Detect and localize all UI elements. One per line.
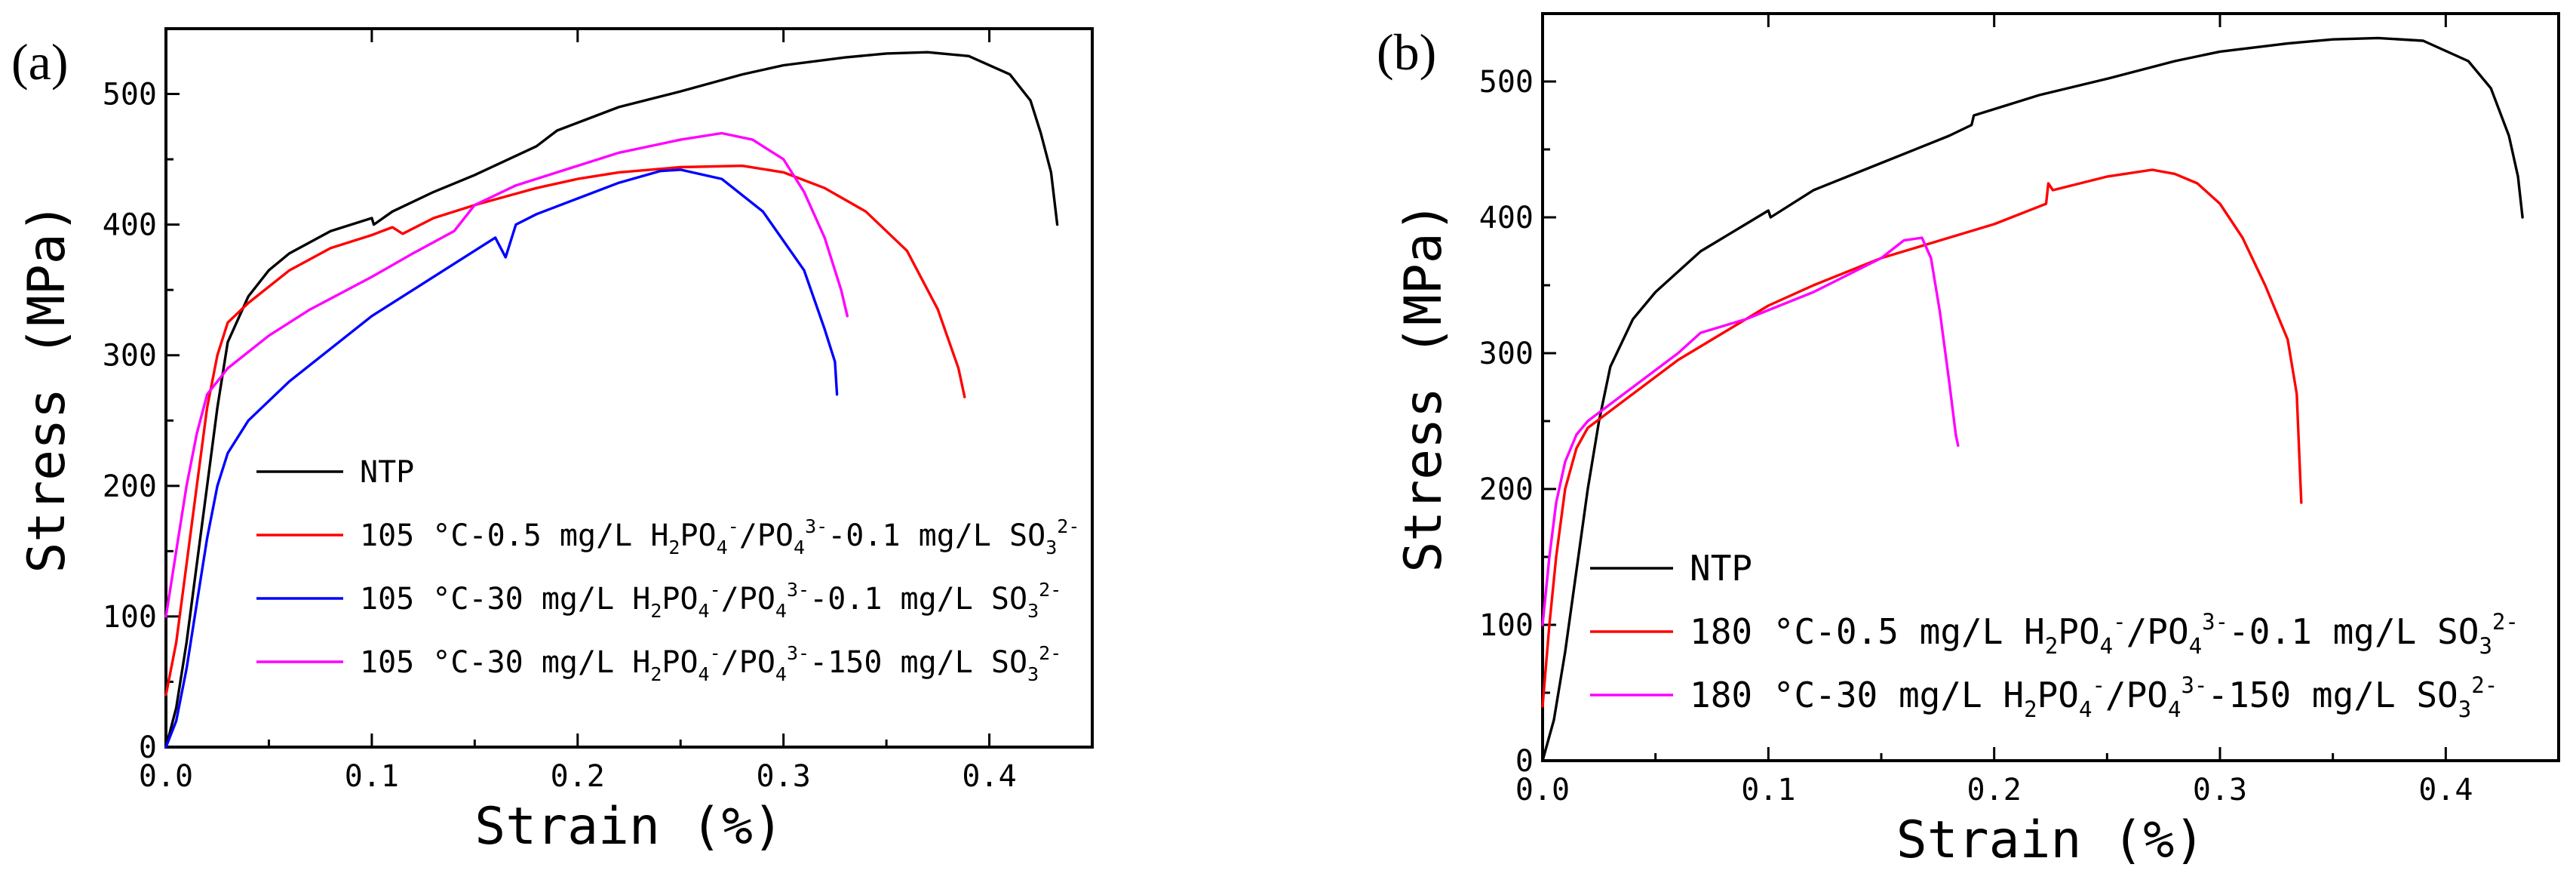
panel-a: 0.0 0.1 0.2 0.3 0.4 0 100 200 300 400 500 Strain (%… — [11, 27, 1094, 857]
x-tick-label: 0.1 — [1741, 773, 1795, 807]
series-line-1 — [164, 51, 1059, 749]
y-tick-label: 500 — [1479, 65, 1534, 100]
legend-label: 105 °C-30 mg/L H2​PO4​-​/PO4​3​-​-150 mg… — [360, 642, 1061, 685]
panel-b: 0.0 0.1 0.2 0.3 0.4 0 100 200 300 400 500 Strain (%… — [1377, 12, 2560, 870]
plot-frame — [164, 27, 1094, 749]
x-axis-title: Strain (%) — [474, 797, 783, 857]
y-tick-label: 0 — [1515, 744, 1534, 779]
x-tick-label: 0.4 — [2418, 773, 2473, 807]
plot-frame — [1541, 12, 2560, 762]
y-tick-label: 400 — [103, 208, 157, 243]
series-line-2 — [1541, 168, 2303, 708]
y-axis-title: Stress (MPa) — [1394, 201, 1454, 572]
legend-label: NTP — [1690, 548, 1752, 589]
y-tick-label: 0 — [139, 730, 157, 765]
series-line-3 — [1541, 236, 1960, 626]
legend: NTP 105 °C-0.5 mg/L H2​PO4​-​/PO4​3​-​-0.… — [256, 455, 1079, 685]
y-axis-title: Stress (MPa) — [17, 202, 77, 573]
legend-label: 105 °C-0.5 mg/L H2​PO4​-​/PO4​3​-​-0.1 m… — [360, 515, 1079, 558]
y-tick-label: 300 — [1479, 337, 1534, 371]
y-tick-label: 300 — [103, 339, 157, 374]
x-tick-label: 0.0 — [139, 759, 193, 794]
x-tick-label: 0.2 — [1967, 773, 2022, 807]
legend-label: 180 °C-30 mg/L H2​PO4​-​/PO4​3​-​-150 mg… — [1690, 672, 2498, 722]
legend-label: 105 °C-30 mg/L H2​PO4​-​/PO4​3​-​-0.1 mg… — [360, 579, 1061, 622]
y-tick-label: 200 — [103, 469, 157, 504]
y-tick-label: 100 — [1479, 608, 1534, 643]
x-tick-label: 0.3 — [757, 759, 811, 794]
x-tick-label: 0.0 — [1515, 773, 1570, 807]
series-line-3 — [164, 168, 839, 749]
y-tick-label: 200 — [1479, 472, 1534, 507]
panel-label: (b) — [1377, 23, 1436, 81]
x-axis-title: Strain (%) — [1896, 810, 2205, 870]
x-tick-label: 0.4 — [962, 759, 1016, 794]
legend-label: 180 °C-0.5 mg/L H2​PO4​-​/PO4​3​-​-0.1 m… — [1690, 609, 2519, 659]
y-tick-label: 100 — [103, 600, 157, 635]
x-tick-label: 0.1 — [345, 759, 399, 794]
legend-label: NTP — [360, 455, 414, 490]
y-tick-label: 500 — [103, 78, 157, 112]
series-line-4 — [164, 131, 849, 618]
legend: NTP 180 °C-0.5 mg/L H2​PO4​-​/PO4​3​-​-0.… — [1590, 548, 2519, 722]
x-tick-label: 0.2 — [551, 759, 605, 794]
series-line-1 — [1541, 36, 2524, 762]
panel-label: (a) — [11, 33, 68, 91]
x-tick-label: 0.3 — [2193, 773, 2247, 807]
y-tick-label: 400 — [1479, 201, 1534, 235]
